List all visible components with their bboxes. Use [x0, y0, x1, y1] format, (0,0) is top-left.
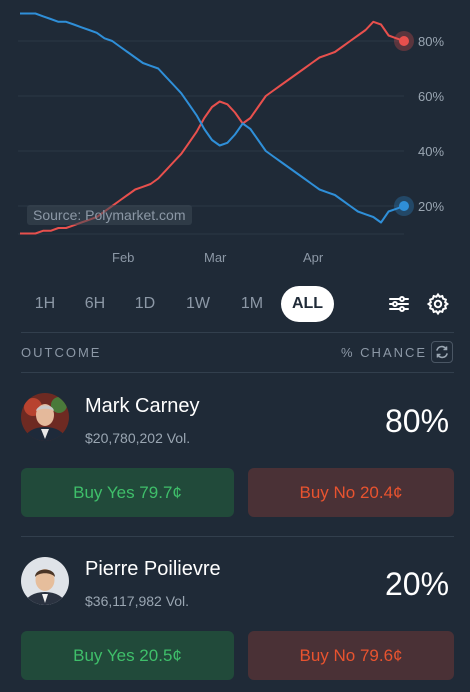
outcome-name: Pierre Poilievre [85, 558, 221, 580]
range-1d-button[interactable]: 1D [134, 295, 156, 312]
x-tick-feb: Feb [112, 250, 135, 265]
outcome-name: Mark Carney [85, 395, 200, 417]
y-tick-60: 60% [418, 89, 445, 104]
time-range-bar: 1H 6H 1D 1W 1M ALL [0, 286, 470, 322]
chance-column-header: % CHANCE [341, 345, 428, 360]
outcome-volume: $36,117,982 Vol. [85, 593, 190, 609]
divider [21, 372, 454, 373]
outcome-volume: $20,780,202 Vol. [85, 430, 191, 446]
sliders-icon[interactable] [387, 292, 411, 316]
x-tick-apr: Apr [303, 250, 324, 265]
x-tick-mar: Mar [204, 250, 227, 265]
gear-icon[interactable] [426, 292, 450, 316]
buy-no-button[interactable]: Buy No 20.4¢ [248, 468, 454, 517]
range-1w-button[interactable]: 1W [186, 295, 210, 312]
chart-source-label: Source: Polymarket.com [27, 205, 192, 225]
range-1m-button[interactable]: 1M [240, 295, 264, 312]
y-tick-80: 80% [418, 34, 445, 49]
buy-no-button[interactable]: Buy No 79.6¢ [248, 631, 454, 680]
y-tick-40: 40% [418, 144, 445, 159]
avatar [21, 557, 69, 605]
range-all-button[interactable]: ALL [281, 286, 334, 322]
range-6h-button[interactable]: 6H [84, 295, 106, 312]
refresh-icon[interactable] [431, 341, 453, 363]
range-1h-button[interactable]: 1H [34, 295, 56, 312]
buy-yes-button[interactable]: Buy Yes 79.7¢ [21, 468, 234, 517]
chart-end-markers [394, 31, 414, 216]
divider [21, 332, 454, 333]
divider [21, 536, 454, 537]
chart-series-layer [20, 12, 405, 235]
y-tick-20: 20% [418, 199, 445, 214]
series-line-carney [20, 20, 405, 235]
series-line-poilievre [20, 12, 405, 224]
outcome-column-header: OUTCOME [21, 345, 102, 360]
outcome-chance: 80% [385, 403, 450, 439]
buy-yes-button[interactable]: Buy Yes 20.5¢ [21, 631, 234, 680]
outcome-chance: 20% [385, 566, 450, 602]
price-history-chart[interactable] [0, 0, 470, 275]
end-marker-dot [399, 36, 409, 46]
avatar [21, 393, 69, 441]
end-marker-dot [399, 201, 409, 211]
